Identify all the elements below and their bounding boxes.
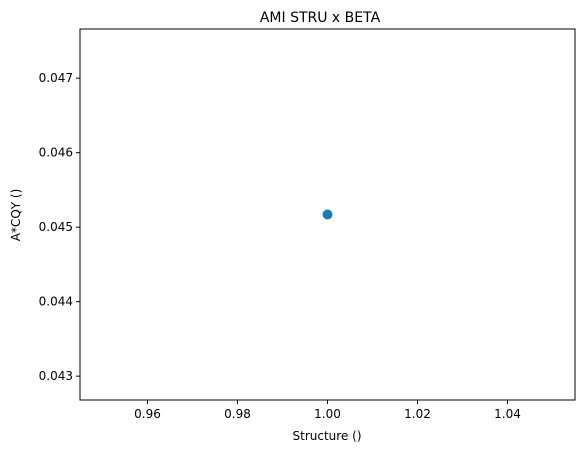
y-axis: 0.043 0.044 0.045 0.046 0.047: [39, 71, 80, 383]
y-tick-label: 0.047: [39, 71, 73, 85]
chart-title: AMI STRU x BETA: [260, 10, 381, 26]
plot-area: [322, 209, 333, 220]
y-tick-label: 0.045: [39, 220, 73, 234]
x-tick-label: 0.96: [134, 407, 161, 421]
scatter-point: [322, 209, 333, 220]
x-tick-label: 1.02: [404, 407, 431, 421]
x-axis-label: Structure (): [293, 429, 362, 443]
y-axis-label: A*CQY (): [9, 189, 23, 242]
y-tick-label: 0.043: [39, 369, 73, 383]
x-tick-label: 0.98: [224, 407, 251, 421]
x-tick-label: 1.04: [494, 407, 521, 421]
x-tick-label: 1.00: [314, 407, 341, 421]
x-axis: 0.96 0.98 1.00 1.02 1.04: [134, 400, 521, 421]
y-tick-label: 0.046: [39, 146, 73, 160]
y-tick-label: 0.044: [39, 295, 73, 309]
